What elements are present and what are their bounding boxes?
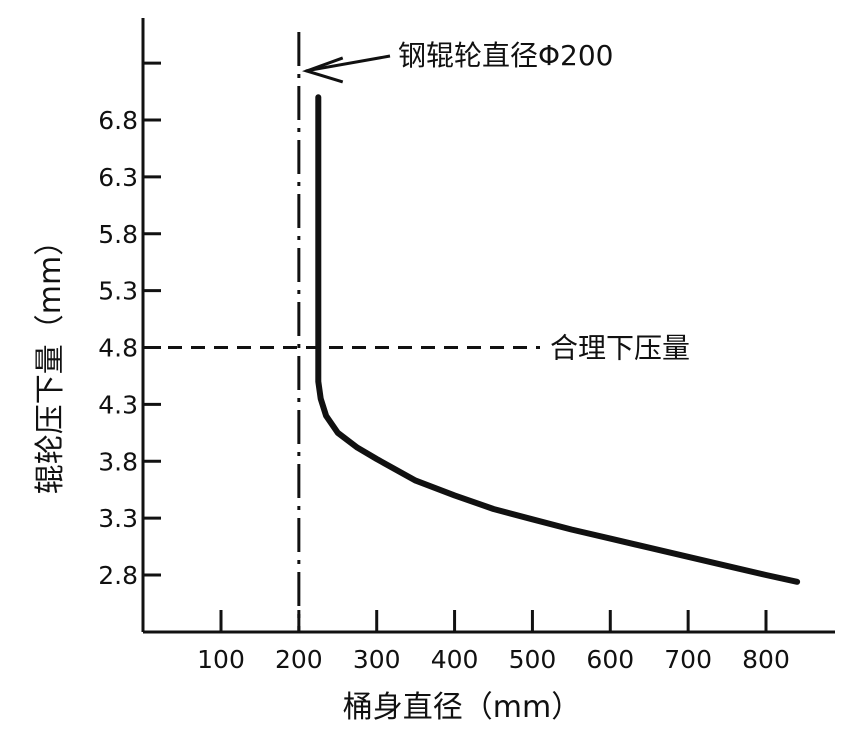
y-tick-label: 2.8 [98, 561, 138, 590]
series-line [315, 94, 801, 585]
x-tick-label: 600 [586, 645, 634, 674]
labels-layer: 2.8 3.3 3.8 4.3 4.8 5.3 5.8 6.3 6.8 100 200 300 400 5… [33, 39, 790, 725]
x-tick-label: 800 [742, 645, 790, 674]
annotation-arrow-shaft [305, 54, 391, 73]
y-tick-label: 6.3 [98, 163, 138, 192]
series-layer [315, 94, 801, 585]
y-tick-label: 4.3 [98, 390, 138, 419]
x-tick-label: 200 [275, 645, 323, 674]
x-tick-label: 500 [509, 645, 557, 674]
arrow-head-icon [302, 56, 344, 84]
y-tick-label: 3.8 [98, 447, 138, 476]
y-axis-title: 辊轮压下量（mm） [33, 226, 68, 494]
annotation-roller-diameter: 钢辊轮直径Φ200 [398, 39, 613, 72]
reference-lines [145, 32, 540, 632]
axes [141, 18, 835, 634]
x-tick-label: 700 [664, 645, 712, 674]
y-tick-label: 3.3 [98, 504, 138, 533]
annotation-reasonable-reduction: 合理下压量 [550, 332, 690, 365]
y-tick-label: 6.8 [98, 106, 138, 135]
x-tick-label: 300 [353, 645, 401, 674]
x-axis-title: 桶身直径（mm） [343, 690, 581, 725]
x-tick-label: 100 [197, 645, 245, 674]
x-tick-label: 400 [431, 645, 479, 674]
y-tick-label: 4.8 [98, 334, 138, 363]
y-tick-label: 5.3 [98, 277, 138, 306]
y-tick-label: 5.8 [98, 220, 138, 249]
